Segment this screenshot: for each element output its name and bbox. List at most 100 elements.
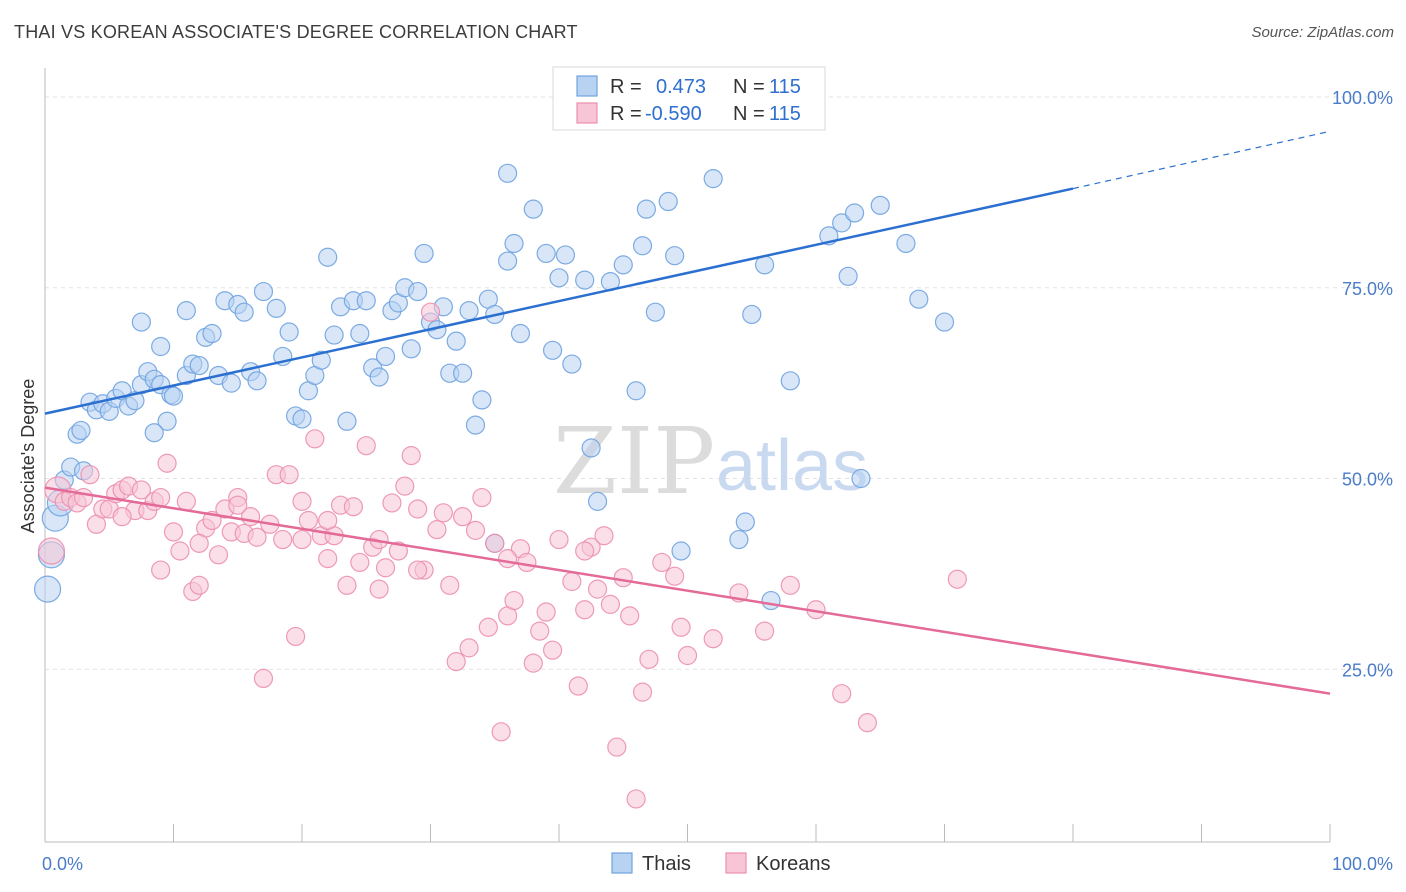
point-thais-113 [498, 163, 518, 183]
point-koreans-69 [485, 533, 505, 553]
point-koreans-17 [151, 560, 171, 580]
trend-line-thais [44, 187, 1074, 415]
point-koreans-40 [298, 510, 319, 531]
point-thais-25 [144, 423, 164, 443]
x-tick-label-0: 0.0% [42, 854, 83, 874]
point-thais-21 [157, 411, 177, 431]
point-koreans-80 [562, 571, 582, 592]
point-koreans-68 [478, 617, 498, 637]
bottom-legend-swatch-thais [611, 852, 633, 874]
point-koreans-90 [626, 789, 646, 809]
point-thais-107 [851, 468, 871, 489]
legend-n-value-koreans: 115 [769, 103, 801, 125]
legend-swatch-thais [576, 75, 598, 97]
point-thais-96 [703, 169, 723, 189]
point-thais-47 [311, 350, 331, 370]
point-koreans-65 [459, 638, 479, 658]
point-koreans-46 [337, 575, 357, 595]
point-koreans-14 [131, 480, 151, 500]
point-koreans-85 [594, 526, 614, 546]
point-thais-98 [735, 512, 755, 532]
point-thais-108 [870, 195, 890, 215]
point-koreans-99 [754, 621, 775, 641]
point-koreans-88 [613, 568, 633, 588]
point-koreans-55 [395, 476, 415, 496]
point-koreans-77 [536, 602, 556, 622]
point-koreans-47 [343, 497, 363, 517]
point-thais-8 [71, 420, 91, 441]
point-koreans-104 [947, 569, 967, 589]
chart-title: THAI VS KOREAN ASSOCIATE'S DEGREE CORREL… [14, 22, 578, 42]
point-koreans-72 [504, 590, 524, 611]
point-koreans-19 [163, 522, 184, 542]
legend-r-label-koreans: R = [610, 103, 642, 125]
point-thais-40 [266, 298, 286, 318]
point-koreans-26 [208, 545, 229, 565]
point-thais-97 [729, 529, 749, 550]
point-koreans-5 [73, 487, 94, 508]
point-koreans-23 [189, 575, 209, 595]
point-koreans-57 [408, 499, 428, 519]
point-koreans-105 [189, 533, 209, 553]
legend-swatch-koreans [576, 102, 598, 124]
point-thais-70 [459, 301, 479, 321]
point-koreans-70 [491, 722, 511, 742]
point-koreans-21 [176, 491, 196, 511]
point-koreans-103 [857, 713, 878, 733]
point-koreans-54 [388, 541, 408, 561]
point-koreans-82 [575, 600, 595, 620]
legend-n-label-koreans: N = [733, 103, 765, 125]
point-koreans-20 [170, 541, 190, 561]
point-koreans-100 [780, 575, 800, 595]
point-thais-31 [202, 323, 222, 344]
bottom-legend-koreans: Koreans [756, 853, 831, 875]
point-thais-110 [909, 289, 929, 309]
point-koreans-18 [157, 453, 177, 473]
stats-legend: R = 0.473 N = 115 R = -0.590 N = 115 [552, 66, 826, 131]
y-axis-label: Associate's Degree [18, 379, 38, 534]
point-thais-48 [318, 247, 338, 267]
point-thais-44 [292, 409, 312, 429]
bottom-legend-thais: Thais [642, 853, 691, 875]
point-thais-76 [504, 233, 524, 254]
y-tick-labels: 100.0% 75.0% 50.0% 25.0% [1332, 88, 1393, 680]
point-koreans-114 [151, 487, 171, 508]
point-thais-26 [151, 336, 171, 357]
point-koreans-74 [517, 552, 537, 573]
point-thais-72 [472, 390, 492, 410]
point-koreans-110 [498, 549, 518, 569]
point-koreans-61 [433, 503, 453, 523]
point-koreans-86 [600, 594, 621, 614]
point-thais-49 [324, 325, 344, 345]
point-thais-109 [896, 233, 916, 254]
axes [44, 68, 1331, 843]
point-thais-104 [832, 213, 852, 233]
point-koreans-63 [446, 652, 466, 672]
point-thais-29 [189, 355, 209, 376]
point-thais-82 [555, 245, 576, 265]
point-thais-63 [414, 243, 434, 264]
point-koreans-62 [440, 575, 460, 595]
point-thais-91 [636, 199, 656, 219]
point-thais-24 [131, 312, 151, 332]
source-label: Source: ZipAtlas.com [1251, 24, 1394, 41]
point-thais-51 [337, 411, 357, 431]
trend-lines [44, 130, 1331, 695]
point-koreans-97 [703, 629, 723, 649]
point-koreans-113 [318, 510, 338, 531]
point-koreans-38 [285, 626, 306, 647]
point-koreans-6 [80, 465, 100, 485]
legend-n-label-thais: N = [733, 76, 765, 98]
point-thais-77 [510, 323, 531, 344]
point-koreans-43 [318, 549, 338, 569]
point-koreans-107 [228, 495, 248, 515]
point-thais-92 [645, 302, 665, 322]
point-thais-39 [253, 281, 274, 302]
point-koreans-87 [607, 737, 627, 757]
point-koreans-102 [832, 684, 852, 704]
point-thais-111 [934, 312, 955, 332]
point-thais-106 [844, 203, 865, 223]
point-thais-71 [465, 415, 486, 435]
legend-n-value-thais: 115 [769, 76, 801, 98]
point-thais-0 [33, 575, 62, 603]
